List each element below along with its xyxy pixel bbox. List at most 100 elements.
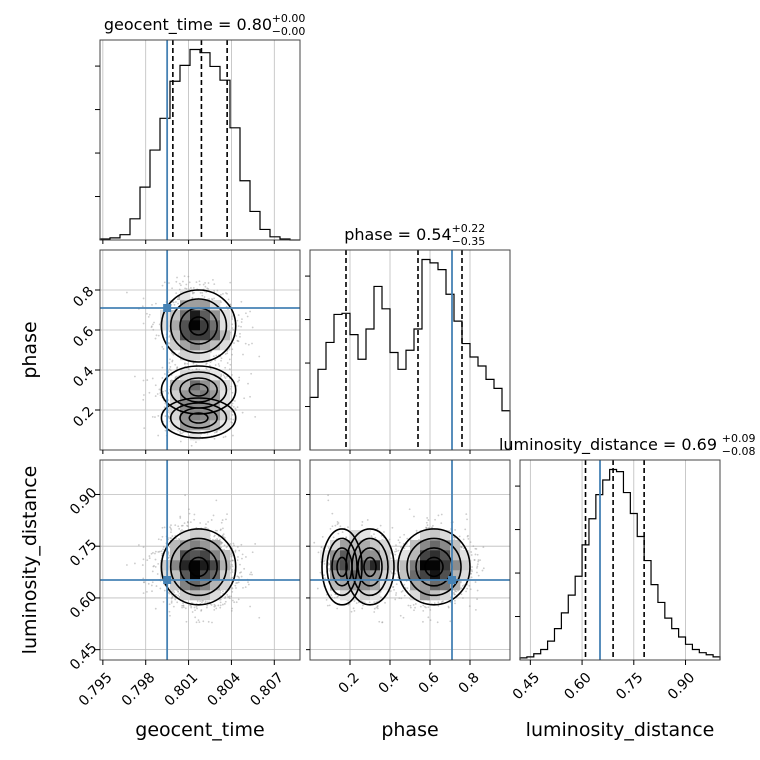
sample-point bbox=[181, 432, 183, 435]
density-cell bbox=[170, 400, 181, 411]
sample-point bbox=[328, 569, 331, 572]
panel-geocent-time-vs-luminosity-distance bbox=[99, 459, 301, 661]
sample-point bbox=[143, 581, 146, 584]
density-cell bbox=[160, 570, 171, 581]
sample-point bbox=[239, 332, 241, 335]
sample-point bbox=[254, 543, 257, 545]
sample-point bbox=[406, 537, 409, 540]
sample-point bbox=[191, 611, 194, 613]
sample-point bbox=[235, 587, 237, 589]
density-cell bbox=[190, 340, 201, 351]
sample-point bbox=[169, 369, 172, 372]
sample-point bbox=[154, 566, 157, 568]
sample-point bbox=[233, 544, 235, 547]
sample-point bbox=[154, 607, 157, 610]
sample-point bbox=[148, 313, 151, 316]
sample-point bbox=[187, 275, 190, 278]
density-cell bbox=[180, 410, 191, 421]
sample-point bbox=[179, 440, 182, 443]
sample-point bbox=[327, 547, 330, 549]
sample-point bbox=[168, 282, 170, 284]
sample-point bbox=[199, 291, 202, 294]
sample-point bbox=[154, 395, 157, 397]
density-cell bbox=[190, 350, 201, 361]
sample-point bbox=[204, 526, 207, 529]
sample-point bbox=[231, 565, 234, 568]
sample-point bbox=[158, 388, 161, 391]
sample-point bbox=[240, 571, 242, 574]
sample-point bbox=[426, 524, 429, 527]
sample-point bbox=[126, 564, 128, 566]
sample-point bbox=[232, 434, 234, 437]
density-cell bbox=[170, 320, 181, 331]
sample-point bbox=[193, 513, 196, 516]
sample-point bbox=[409, 604, 412, 607]
sample-point bbox=[219, 604, 222, 607]
sample-point bbox=[470, 576, 473, 579]
sample-point bbox=[157, 551, 160, 553]
sample-point bbox=[251, 551, 254, 554]
density-cell bbox=[160, 310, 171, 321]
sample-point bbox=[206, 287, 209, 290]
sample-point bbox=[164, 389, 167, 392]
sample-point bbox=[154, 558, 157, 561]
sample-point bbox=[231, 569, 233, 571]
sample-point bbox=[179, 517, 182, 519]
sample-point bbox=[215, 499, 218, 502]
sample-point bbox=[158, 550, 161, 553]
sample-point bbox=[171, 287, 173, 290]
sample-point bbox=[214, 364, 217, 366]
sample-point bbox=[151, 590, 153, 593]
sample-point bbox=[466, 587, 469, 590]
sample-point bbox=[167, 409, 170, 412]
density-cell bbox=[210, 580, 221, 591]
truth-marker bbox=[163, 304, 172, 312]
sample-point bbox=[224, 435, 227, 438]
sample-point bbox=[428, 526, 430, 529]
sample-point bbox=[232, 542, 235, 545]
sample-point bbox=[188, 508, 190, 511]
sample-point bbox=[190, 605, 193, 608]
sample-point bbox=[157, 415, 160, 417]
sample-point bbox=[224, 377, 227, 380]
sample-point bbox=[178, 352, 181, 355]
density-cell bbox=[200, 300, 211, 311]
density-cell bbox=[180, 550, 191, 561]
density-cell bbox=[190, 300, 201, 311]
sample-point bbox=[232, 418, 235, 421]
sample-point bbox=[162, 601, 165, 603]
sample-point bbox=[213, 437, 216, 440]
density-cell bbox=[190, 410, 201, 421]
sample-point bbox=[239, 563, 241, 566]
sample-point bbox=[155, 585, 158, 587]
sample-point bbox=[470, 551, 473, 553]
sample-point bbox=[162, 348, 165, 350]
sample-point bbox=[159, 392, 162, 394]
sample-point bbox=[233, 601, 236, 604]
sample-point bbox=[328, 604, 331, 607]
sample-point bbox=[163, 589, 166, 592]
sample-point bbox=[363, 601, 366, 604]
sample-point bbox=[210, 519, 213, 521]
sample-point bbox=[477, 560, 480, 563]
sample-point bbox=[222, 533, 225, 536]
sample-point bbox=[182, 280, 184, 283]
sample-point bbox=[200, 609, 203, 612]
sample-point bbox=[168, 407, 171, 410]
sample-point bbox=[154, 552, 156, 555]
sample-point bbox=[244, 342, 247, 345]
sample-point bbox=[126, 291, 128, 294]
sample-point bbox=[172, 605, 175, 608]
sample-point bbox=[224, 600, 227, 603]
sample-point bbox=[239, 335, 241, 338]
density-cell bbox=[200, 370, 211, 381]
sample-point bbox=[220, 293, 222, 296]
sample-point bbox=[433, 602, 436, 605]
sample-point bbox=[231, 402, 234, 405]
sample-point bbox=[197, 619, 200, 622]
density-cell bbox=[170, 580, 181, 591]
sample-point bbox=[227, 595, 229, 598]
histogram-step bbox=[519, 468, 721, 660]
density-cell bbox=[180, 530, 191, 541]
